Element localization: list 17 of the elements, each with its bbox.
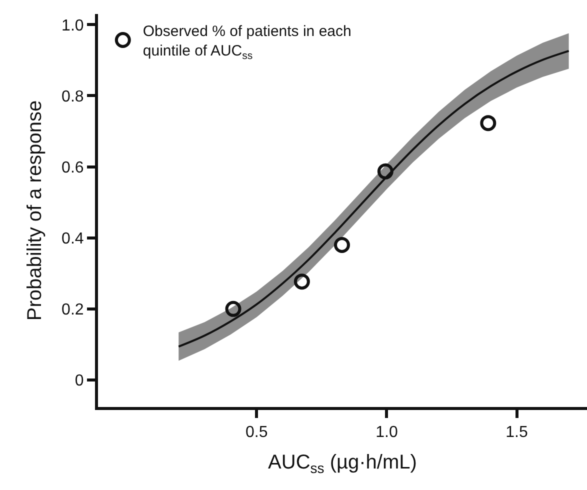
x-tick-label: 1.0 [376,424,398,442]
legend-label: Observed % of patients in each quintile of AUC$_{ss}$ [142,23,352,62]
y-tick-label: 0 [74,372,84,390]
y-tick-label: 1.0 [62,17,84,34]
x-tick-label: 0.5 [246,424,268,442]
y-tick-label: 0.8 [62,88,84,106]
y-axis-title: Probability of a response [24,100,46,321]
point [225,300,242,317]
y-tick-label: 0.6 [62,159,84,176]
point [334,236,350,253]
y-tick-label: 0.2 [62,302,84,319]
point [377,163,394,180]
point [480,115,496,132]
x-tick-label: 1.5 [506,424,528,442]
point [294,274,310,290]
y-tick-label: 0.4 [62,230,84,248]
x-axis-title: AUC$_{ss}$ (µg·h/mL) [268,452,417,476]
